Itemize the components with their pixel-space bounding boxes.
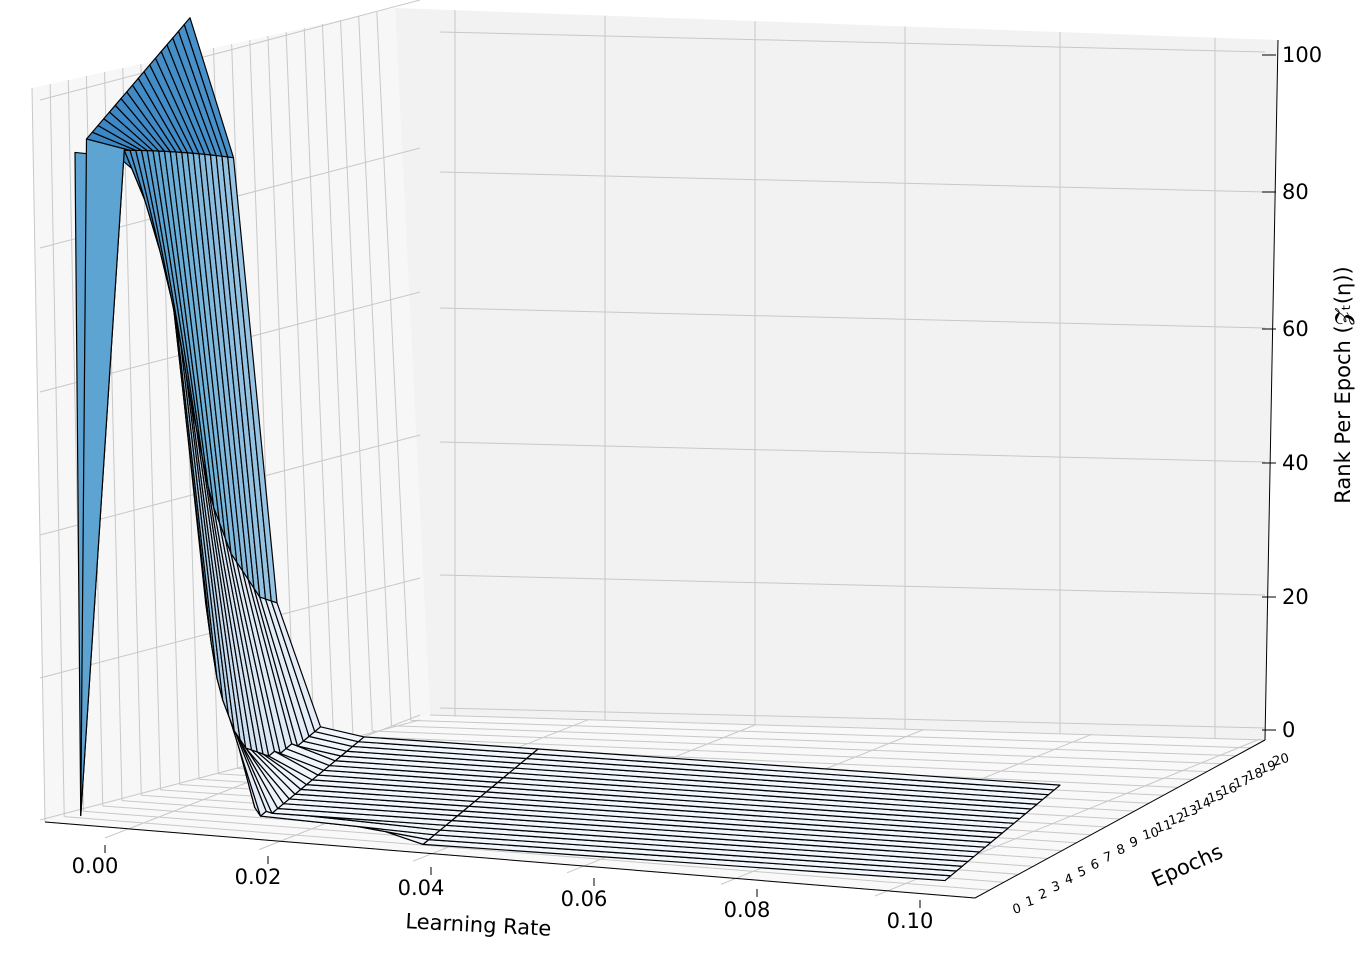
side-grid-line: [49, 83, 65, 817]
side-grid-line: [303, 27, 335, 742]
y-tick-label: 10: [1141, 825, 1161, 844]
x-axis-label: Learning Rate: [405, 909, 552, 941]
y-tick-label: 4: [1063, 872, 1075, 889]
y-tick-label: 7: [1102, 849, 1114, 866]
y-axis-label: Epochs: [1148, 839, 1227, 892]
y-tick-label: 1: [1024, 894, 1036, 911]
back-pane: [395, 8, 1278, 740]
side-grid-z: [39, 0, 421, 101]
side-grid-line: [285, 31, 315, 748]
y-tick-label: 18: [1245, 766, 1265, 785]
x-tick-label: 0.08: [724, 898, 771, 922]
surface-patch: [183, 17, 235, 159]
x-tick-label: 0.02: [235, 865, 282, 889]
floor-grid-epoch: [410, 719, 1251, 749]
side-grid-line: [31, 87, 46, 823]
back-grid-z: [439, 574, 1266, 596]
z-axis-line: [1264, 39, 1279, 741]
z-tick-label: 40: [1282, 451, 1309, 475]
surface: [74, 17, 1061, 882]
y-tick-label: 0: [1011, 901, 1023, 918]
side-grid-line: [376, 11, 412, 721]
x-tick-label: 0.06: [561, 887, 608, 911]
y-tick-label: 9: [1128, 835, 1140, 852]
back-grid-z: [439, 441, 1266, 463]
back-grid-z: [439, 707, 1266, 729]
y-tick-label: 14: [1193, 795, 1213, 814]
y-tick-label: 8: [1115, 842, 1127, 859]
floor-grid-epoch: [372, 730, 1222, 765]
y-tick-label: 20: [1271, 751, 1291, 770]
x-tick-label: 0.00: [72, 854, 119, 878]
z-tick-label: 20: [1282, 585, 1309, 609]
x-tick-label: 0.10: [887, 909, 934, 933]
back-grid-z: [439, 171, 1266, 193]
z-tick-label: 100: [1282, 43, 1322, 67]
y-axis-line: [974, 739, 1266, 899]
y-tick-label: 19: [1258, 758, 1278, 777]
y-tick-label: 16: [1219, 780, 1239, 799]
back-grid-z: [439, 307, 1266, 329]
y-tick-label: 17: [1232, 773, 1252, 792]
side-grid-line: [321, 23, 354, 737]
y-tick-label: 15: [1206, 788, 1226, 807]
side-grid-line: [340, 19, 373, 732]
back-grid-z: [439, 31, 1266, 53]
y-tick-label: 11: [1154, 817, 1174, 836]
x-axis-line: [44, 821, 976, 899]
axis-lines: [44, 39, 1279, 899]
floor-grid-epoch: [352, 735, 1208, 773]
y-tick-label: 2: [1037, 886, 1049, 903]
floor-grid-epoch: [429, 714, 1266, 741]
z-tick-label: 0: [1282, 718, 1295, 742]
y-tick-label: 5: [1076, 864, 1088, 881]
side-grid-line: [267, 35, 296, 753]
side-grid-line: [122, 67, 142, 796]
y-tick-label: 12: [1167, 810, 1187, 829]
side-grid-line: [358, 15, 392, 726]
floor-grid-epoch: [391, 725, 1237, 757]
y-tick-label: 3: [1050, 879, 1062, 896]
y-tick-label: 13: [1180, 803, 1200, 822]
floor-grid-epoch: [64, 816, 990, 891]
y-tick-label: 6: [1089, 857, 1101, 874]
z-tick-label: 60: [1282, 317, 1309, 341]
x-tick-label: 0.04: [398, 876, 445, 900]
z-axis-label: Rank Per Epoch (𝓩ₜ(η)): [1331, 266, 1355, 503]
z-tick-label: 80: [1282, 180, 1309, 204]
